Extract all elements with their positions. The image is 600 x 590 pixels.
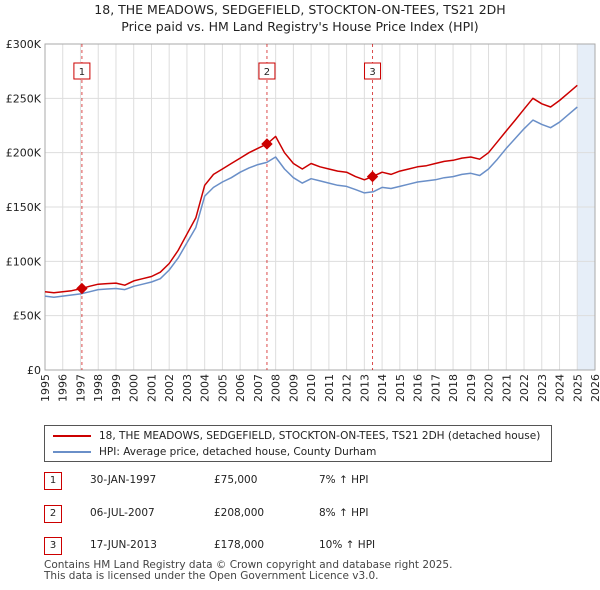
x-tick-label: 2009: [287, 374, 300, 402]
x-tick-label: 2008: [270, 374, 283, 402]
sale-row: 2 06-JUL-2007 £208,000 8% ↑ HPI: [44, 505, 564, 523]
x-tick-label: 2022: [518, 374, 531, 402]
x-tick-label: 2015: [394, 374, 407, 402]
x-tick-label: 2019: [465, 374, 478, 402]
sale-price: £208,000: [214, 507, 265, 519]
x-tick-label: 2017: [429, 374, 442, 402]
sale-hpi-change: 7% ↑ HPI: [319, 474, 369, 486]
x-tick-label: 1997: [74, 374, 87, 402]
sale-number-badge: 2: [44, 505, 62, 523]
legend-item-hpi: HPI: Average price, detached house, Coun…: [53, 444, 376, 460]
title-line-2: Price paid vs. HM Land Registry's House …: [121, 19, 479, 34]
sale-marker-box: [73, 62, 91, 80]
sale-marker-box: [258, 62, 276, 80]
sale-row: 1 30-JAN-1997 £75,000 7% ↑ HPI: [44, 472, 564, 490]
y-tick-label: £250K: [6, 92, 42, 105]
y-tick-label: £300K: [6, 38, 42, 51]
legend-label-property: 18, THE MEADOWS, SEDGEFIELD, STOCKTON-ON…: [99, 430, 541, 442]
plot-border: [44, 43, 596, 371]
x-tick-label: 2006: [234, 374, 247, 402]
sale-price: £75,000: [214, 474, 258, 486]
price-chart: 1995 1996 1997 1998 1999 2000 2001 2002 2003 2004…: [6, 38, 600, 402]
x-tick-label: 2010: [305, 374, 318, 402]
x-tick-label: 2026: [589, 374, 600, 402]
footer-copyright: Contains HM Land Registry data © Crown c…: [44, 559, 453, 571]
sale-hpi-change: 8% ↑ HPI: [319, 507, 369, 519]
y-tick-label: £150K: [6, 201, 42, 214]
sale-row: 3 17-JUN-2013 £178,000 10% ↑ HPI: [44, 537, 564, 555]
x-tick-label: 2023: [536, 374, 549, 402]
sale-marker-label: 1: [79, 67, 85, 78]
x-tick-label: 2011: [323, 374, 336, 402]
x-tick-label: 2016: [412, 374, 425, 402]
x-tick-label: 2018: [447, 374, 460, 402]
y-tick-label: £200K: [6, 147, 42, 160]
x-tick-label: 1995: [39, 374, 52, 402]
legend-label-hpi: HPI: Average price, detached house, Coun…: [99, 446, 377, 458]
sale-date: 17-JUN-2013: [90, 539, 157, 551]
sale-number-badge: 1: [44, 472, 62, 490]
x-tick-label: 1998: [92, 374, 105, 402]
y-tick-label: £50K: [13, 310, 42, 323]
footer-licence: This data is licensed under the Open Gov…: [44, 570, 379, 582]
x-tick-label: 2000: [128, 374, 141, 402]
legend: 18, THE MEADOWS, SEDGEFIELD, STOCKTON-ON…: [44, 425, 552, 462]
sale-point: [261, 138, 273, 150]
sale-hpi-change: 10% ↑ HPI: [319, 539, 376, 551]
x-tick-label: 2001: [145, 374, 158, 402]
x-tick-label: 1999: [110, 374, 123, 402]
x-tick-label: 2020: [483, 374, 496, 402]
sale-marker-label: 2: [264, 67, 270, 78]
x-tick-label: 2012: [341, 374, 354, 402]
sale-marker-box: [364, 62, 382, 80]
sale-date: 30-JAN-1997: [90, 474, 157, 486]
x-tick-label: 2005: [216, 374, 229, 402]
chart-title: 18, THE MEADOWS, SEDGEFIELD, STOCKTON-ON…: [0, 1, 600, 35]
title-line-1: 18, THE MEADOWS, SEDGEFIELD, STOCKTON-ON…: [94, 2, 506, 17]
footer: Contains HM Land Registry data © Crown c…: [44, 560, 452, 582]
x-tick-label: 2021: [500, 374, 513, 402]
sale-point: [76, 282, 88, 295]
x-tick-label: 2004: [199, 374, 212, 402]
sale-point: [366, 170, 379, 183]
property-series-line: [44, 84, 578, 294]
legend-swatch-hpi: [53, 451, 91, 453]
x-tick-label: 1996: [57, 374, 70, 402]
x-tick-label: 2025: [571, 374, 584, 402]
sale-number-badge: 3: [44, 537, 62, 555]
sale-marker-label: 3: [369, 67, 375, 78]
legend-item-property: 18, THE MEADOWS, SEDGEFIELD, STOCKTON-ON…: [53, 428, 540, 444]
sale-price: £178,000: [214, 539, 265, 551]
legend-swatch-property: [53, 435, 91, 437]
sale-date: 06-JUL-2007: [90, 507, 155, 519]
x-tick-label: 2024: [554, 374, 567, 402]
y-tick-label: £0: [27, 364, 41, 377]
x-tick-label: 2013: [358, 374, 371, 402]
x-tick-label: 2014: [376, 374, 389, 402]
y-tick-label: £100K: [6, 255, 42, 268]
hpi-series-line: [44, 106, 578, 298]
x-tick-label: 2007: [252, 374, 265, 402]
x-tick-label: 2002: [163, 374, 176, 402]
x-tick-label: 2003: [181, 374, 194, 402]
